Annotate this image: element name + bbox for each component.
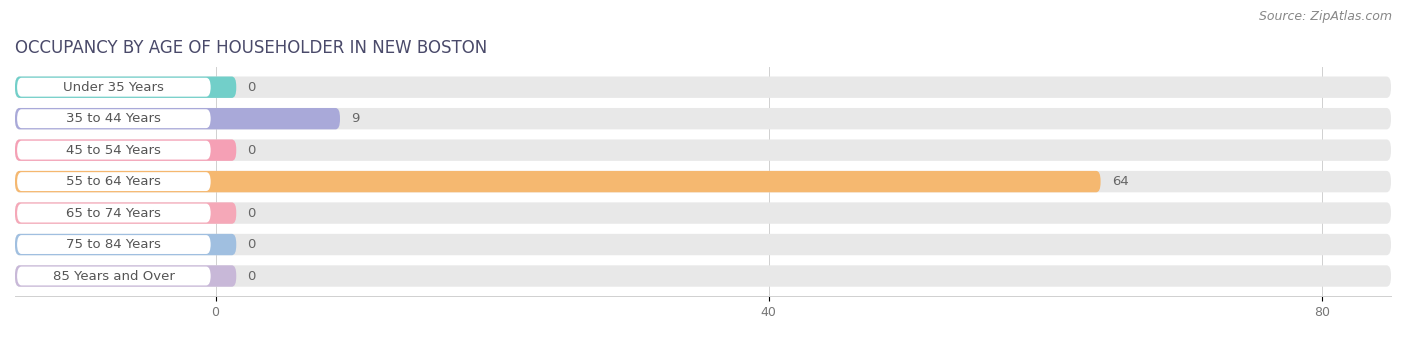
- FancyBboxPatch shape: [15, 265, 236, 287]
- Text: 64: 64: [1112, 175, 1129, 188]
- FancyBboxPatch shape: [15, 202, 236, 224]
- FancyBboxPatch shape: [15, 108, 340, 129]
- FancyBboxPatch shape: [15, 108, 1391, 129]
- Text: 0: 0: [247, 238, 256, 251]
- FancyBboxPatch shape: [15, 202, 1391, 224]
- FancyBboxPatch shape: [17, 267, 211, 285]
- FancyBboxPatch shape: [17, 109, 211, 128]
- Text: 65 to 74 Years: 65 to 74 Years: [66, 207, 162, 220]
- Text: 75 to 84 Years: 75 to 84 Years: [66, 238, 162, 251]
- Text: 0: 0: [247, 144, 256, 157]
- FancyBboxPatch shape: [15, 234, 1391, 255]
- FancyBboxPatch shape: [15, 139, 236, 161]
- Text: 45 to 54 Years: 45 to 54 Years: [66, 144, 162, 157]
- FancyBboxPatch shape: [17, 235, 211, 254]
- FancyBboxPatch shape: [17, 204, 211, 223]
- FancyBboxPatch shape: [15, 171, 1101, 192]
- FancyBboxPatch shape: [17, 141, 211, 160]
- Text: 35 to 44 Years: 35 to 44 Years: [66, 112, 162, 125]
- Text: 85 Years and Over: 85 Years and Over: [53, 269, 174, 282]
- Text: Under 35 Years: Under 35 Years: [63, 81, 165, 94]
- Text: Source: ZipAtlas.com: Source: ZipAtlas.com: [1258, 10, 1392, 23]
- FancyBboxPatch shape: [17, 78, 211, 97]
- Text: 9: 9: [352, 112, 360, 125]
- FancyBboxPatch shape: [17, 172, 211, 191]
- FancyBboxPatch shape: [15, 76, 1391, 98]
- Text: 0: 0: [247, 269, 256, 282]
- FancyBboxPatch shape: [15, 234, 236, 255]
- Text: 0: 0: [247, 81, 256, 94]
- FancyBboxPatch shape: [15, 171, 1391, 192]
- FancyBboxPatch shape: [15, 265, 1391, 287]
- Text: 0: 0: [247, 207, 256, 220]
- FancyBboxPatch shape: [15, 76, 236, 98]
- Text: OCCUPANCY BY AGE OF HOUSEHOLDER IN NEW BOSTON: OCCUPANCY BY AGE OF HOUSEHOLDER IN NEW B…: [15, 39, 488, 57]
- Text: 55 to 64 Years: 55 to 64 Years: [66, 175, 162, 188]
- FancyBboxPatch shape: [15, 139, 1391, 161]
